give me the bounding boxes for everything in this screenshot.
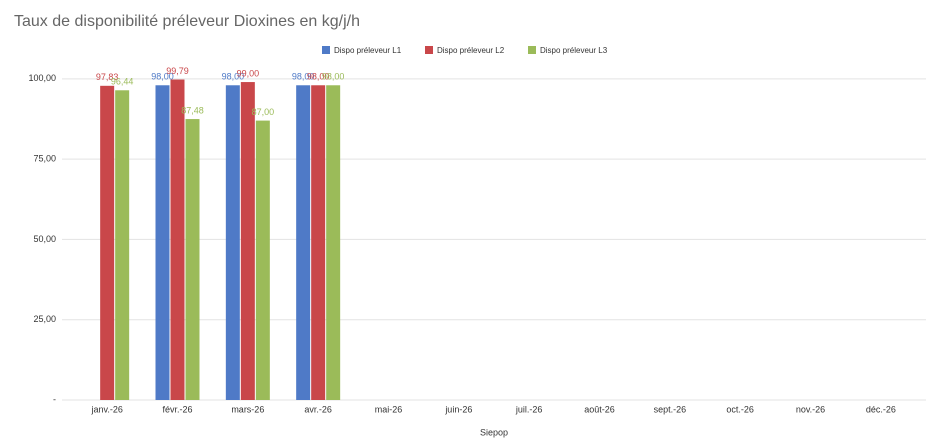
y-tick-label: - — [53, 394, 56, 404]
data-label: 98,00 — [222, 72, 245, 82]
legend-label: Dispo préleveur L1 — [334, 46, 402, 55]
legend-swatch — [425, 46, 433, 54]
bar — [185, 119, 200, 400]
x-tick-label: mai-26 — [375, 404, 403, 414]
x-tick-label: juin-26 — [444, 404, 472, 414]
bar — [240, 82, 255, 401]
data-label: 99,79 — [166, 66, 189, 76]
x-axis-title: Siepop — [480, 427, 508, 437]
x-tick-label: août-26 — [584, 404, 615, 414]
y-tick-label: 50,00 — [33, 234, 56, 244]
legend-swatch — [322, 46, 330, 54]
bar — [326, 85, 341, 401]
bar — [255, 120, 270, 400]
data-label: 97,83 — [96, 72, 119, 82]
data-label: 98,00 — [307, 72, 330, 82]
data-label: 87,00 — [252, 107, 275, 117]
x-tick-label: nov.-26 — [796, 404, 825, 414]
x-tick-label: juil.-26 — [515, 404, 543, 414]
bar — [311, 85, 326, 401]
y-tick-label: 25,00 — [33, 314, 56, 324]
data-label: 98,00 — [322, 72, 345, 82]
data-label: 98,00 — [292, 72, 315, 82]
legend-label: Dispo préleveur L3 — [540, 46, 608, 55]
x-tick-label: janv.-26 — [90, 404, 122, 414]
x-tick-label: févr.-26 — [162, 404, 192, 414]
x-tick-label: sept.-26 — [654, 404, 687, 414]
data-label: 99,00 — [237, 68, 260, 78]
x-tick-label: mars-26 — [231, 404, 264, 414]
bar — [155, 85, 170, 401]
y-tick-label: 75,00 — [33, 154, 56, 164]
data-label: 98,00 — [151, 72, 174, 82]
bar — [170, 79, 185, 401]
legend-swatch — [528, 46, 536, 54]
bar — [115, 90, 130, 400]
bar — [225, 85, 240, 401]
legend-label: Dispo préleveur L2 — [437, 46, 505, 55]
x-tick-label: oct.-26 — [726, 404, 754, 414]
bar — [296, 85, 311, 401]
x-tick-label: avr.-26 — [304, 404, 332, 414]
data-label: 96,44 — [111, 77, 134, 87]
x-tick-label: déc.-26 — [866, 404, 896, 414]
y-tick-label: 100,00 — [28, 73, 56, 83]
chart-title: Taux de disponibilité préleveur Dioxines… — [14, 13, 360, 30]
bar — [100, 85, 115, 401]
data-label: 87,48 — [181, 105, 204, 115]
